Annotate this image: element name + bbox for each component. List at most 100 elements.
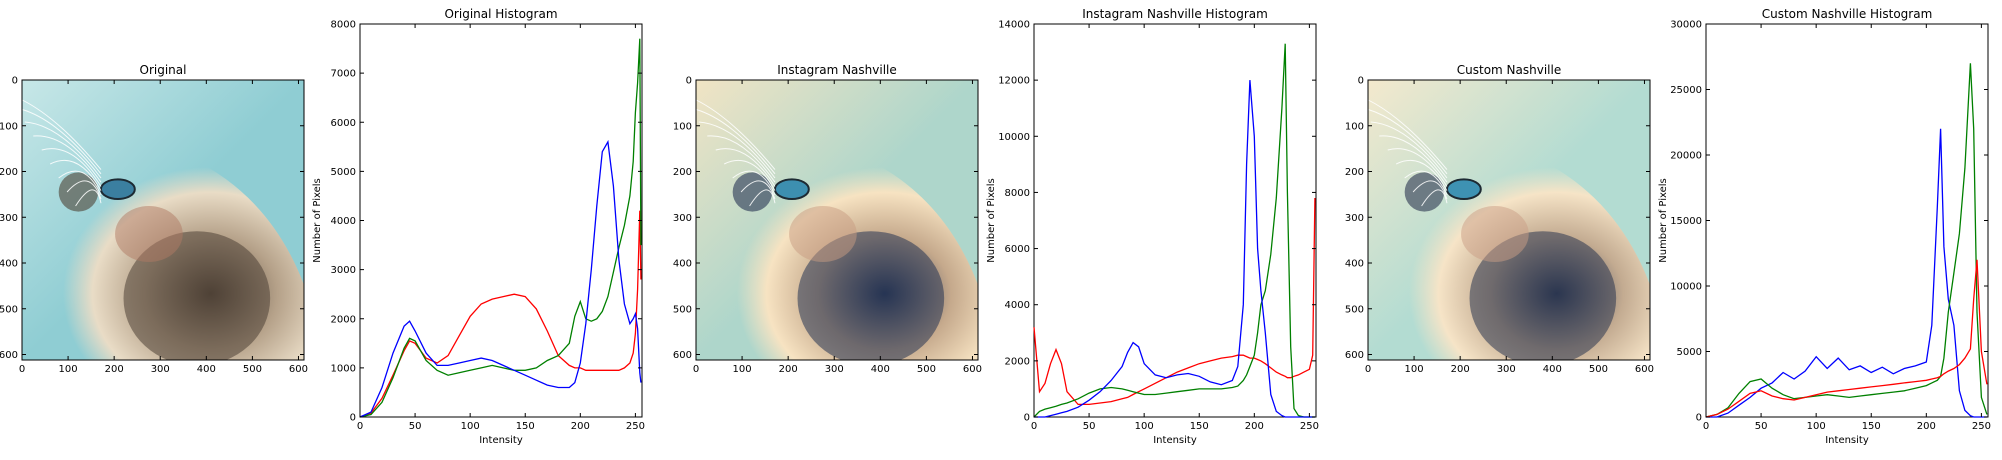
y-axis-label: Number of Pixels xyxy=(986,178,997,263)
series-line-1 xyxy=(359,38,642,418)
whisker xyxy=(49,159,102,191)
axis-ticks: 0 50 100 150 200 250 0 1000 2000 3000 4000 5000 6000… xyxy=(331,20,645,433)
whisker xyxy=(22,99,102,170)
x-tick-label: 300 xyxy=(151,364,170,375)
y-tick-label: 500 xyxy=(0,304,18,315)
y-tick-label: 600 xyxy=(0,350,18,361)
whisker xyxy=(22,108,102,175)
series-line-0 xyxy=(1706,128,1987,418)
x-tick-label: 200 xyxy=(1917,421,1936,432)
whisker xyxy=(24,121,102,179)
series-line-2 xyxy=(359,139,642,418)
y-tick-label: 400 xyxy=(673,259,692,270)
whisker xyxy=(698,121,776,179)
y-tick-label: 20000 xyxy=(1670,151,1702,162)
x-tick-label: 250 xyxy=(1972,421,1991,432)
whisker xyxy=(749,189,776,207)
y-tick-label: 7000 xyxy=(331,69,356,80)
whisker xyxy=(75,189,102,207)
y-tick-label: 600 xyxy=(1345,350,1364,361)
y-tick-label: 1000 xyxy=(331,363,356,374)
x-tick-label: 0 xyxy=(1031,421,1037,432)
x-tick-label: 0 xyxy=(19,364,25,375)
y-tick-label: 2000 xyxy=(1005,356,1030,367)
fur-warm-patch xyxy=(789,206,857,262)
x-tick-label: 0 xyxy=(1365,364,1371,375)
x-tick-label: 100 xyxy=(461,421,480,432)
y-tick-label: 100 xyxy=(673,121,692,132)
x-tick-label: 50 xyxy=(1083,421,1096,432)
x-tick-label: 150 xyxy=(516,421,535,432)
y-tick-label: 300 xyxy=(0,213,18,224)
y-tick-label: 5000 xyxy=(1677,347,1702,358)
histogram-panel-3: Instagram Nashville Histogram Intensity Nu… xyxy=(986,7,1319,446)
x-tick-label: 150 xyxy=(1190,421,1209,432)
y-tick-label: 0 xyxy=(12,76,18,87)
x-tick-label: 250 xyxy=(1300,421,1319,432)
series-line-0 xyxy=(359,210,642,418)
histogram-panel-1: Original Histogram Intensity Number of Pix… xyxy=(312,7,645,446)
chart-title: Original xyxy=(140,63,187,77)
x-tick-label: 500 xyxy=(243,364,262,375)
y-tick-label: 0 xyxy=(1024,413,1030,424)
plot-area xyxy=(1033,23,1317,418)
data-series-group xyxy=(359,38,642,418)
cat-nose xyxy=(58,172,99,212)
image-frame xyxy=(1367,79,1651,361)
chart-title: Original Histogram xyxy=(444,7,557,21)
y-tick-label: 600 xyxy=(673,350,692,361)
plot-area xyxy=(359,23,643,418)
whisker xyxy=(33,135,102,183)
y-tick-label: 3000 xyxy=(331,265,356,276)
cat-nose xyxy=(732,172,773,212)
y-tick-label: 0 xyxy=(1358,76,1364,87)
whisker xyxy=(58,170,102,196)
axis-ticks: 0 50 100 150 200 250 0 2000 4000 6000 8000 10000 120… xyxy=(998,20,1319,433)
y-tick-label: 6000 xyxy=(1005,244,1030,255)
whisker xyxy=(1368,99,1448,170)
y-tick-label: 300 xyxy=(673,213,692,224)
x-tick-label: 400 xyxy=(871,364,890,375)
y-tick-label: 300 xyxy=(1345,213,1364,224)
whisker xyxy=(1404,170,1448,196)
whisker xyxy=(1395,159,1448,191)
y-tick-label: 0 xyxy=(350,413,356,424)
chart-title: Instagram Nashville xyxy=(777,63,897,77)
whisker xyxy=(707,135,776,183)
whisker xyxy=(1370,121,1448,179)
y-tick-label: 400 xyxy=(0,259,18,270)
y-tick-label: 200 xyxy=(673,167,692,178)
y-axis-label: Number of Pixels xyxy=(1658,178,1669,263)
y-tick-label: 5000 xyxy=(331,167,356,178)
x-tick-label: 100 xyxy=(59,364,78,375)
chart-title: Custom Nashville xyxy=(1457,63,1561,77)
y-tick-label: 10000 xyxy=(998,132,1030,143)
y-tick-label: 200 xyxy=(0,167,18,178)
y-tick-label: 0 xyxy=(686,76,692,87)
whisker xyxy=(41,148,102,187)
whisker xyxy=(66,180,102,200)
y-tick-label: 400 xyxy=(1345,259,1364,270)
y-tick-label: 4000 xyxy=(1005,300,1030,311)
y-tick-label: 4000 xyxy=(331,216,356,227)
x-tick-label: 200 xyxy=(1245,421,1264,432)
whisker xyxy=(1421,189,1448,207)
y-tick-label: 100 xyxy=(0,121,18,132)
x-axis-label: Intensity xyxy=(1153,435,1197,446)
x-tick-label: 50 xyxy=(1755,421,1768,432)
x-tick-label: 200 xyxy=(779,364,798,375)
cat-photo xyxy=(696,80,978,360)
axis-ticks: 0 50 100 150 200 250 0 5000 10000 15000 20000 25000… xyxy=(1670,20,1991,433)
x-axis-label: Intensity xyxy=(1825,435,1869,446)
whisker xyxy=(696,99,776,170)
whisker xyxy=(1387,148,1448,187)
whisker xyxy=(732,170,776,196)
series-line-1 xyxy=(1705,63,1988,418)
x-tick-label: 500 xyxy=(917,364,936,375)
whisker xyxy=(1368,108,1448,175)
cat-nose xyxy=(1404,172,1445,212)
x-axis-label: Intensity xyxy=(479,435,523,446)
